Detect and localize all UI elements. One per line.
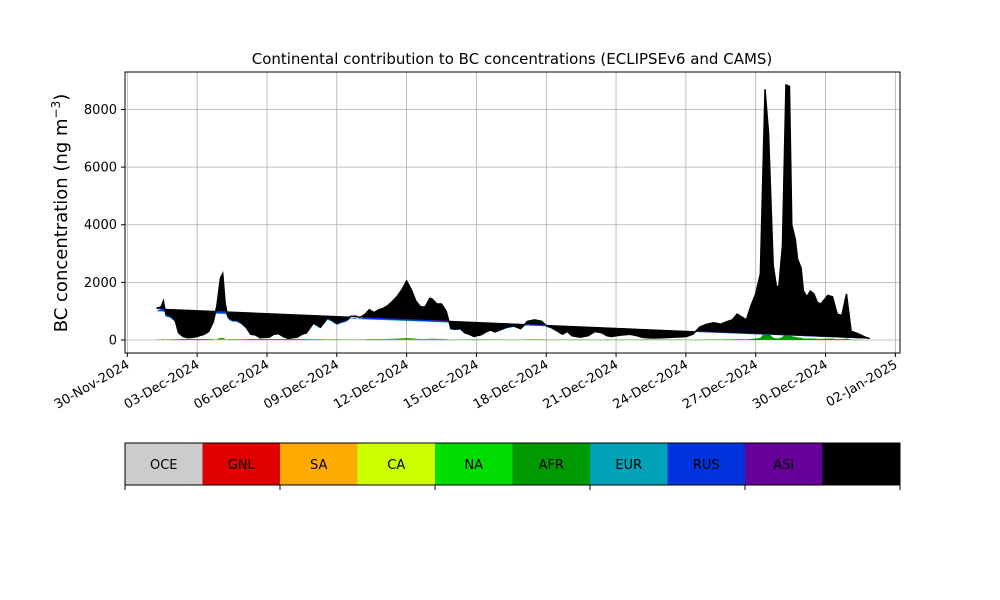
y-tick-label: 8000 [84, 103, 117, 118]
legend-swatch-sa [280, 443, 358, 485]
x-tick-label: 27-Dec-2024 [680, 357, 760, 412]
legend-swatch-rus [667, 443, 745, 485]
legend-swatch-na [435, 443, 513, 485]
legend-colorbar: OCE GNL SA CA NA AFR EUR RUS ASI AUS [124, 442, 901, 490]
legend-label-asi: ASI [773, 458, 794, 473]
x-tick-label: 12-Dec-2024 [331, 357, 411, 412]
area-afr [156, 331, 870, 340]
chart-title: Continental contribution to BC concentra… [252, 50, 773, 68]
area-aus [156, 84, 870, 339]
x-tick-label: 30-Dec-2024 [750, 357, 830, 412]
y-tick-label: 4000 [84, 218, 117, 233]
x-tick-label: 03-Dec-2024 [122, 357, 202, 412]
x-tick-label: 21-Dec-2024 [541, 357, 621, 412]
y-axis-label-main: BC concentration (ng m [51, 118, 72, 332]
total-outline [156, 83, 870, 340]
legend-label-ca: CA [387, 458, 405, 473]
x-tick-label: 02-Jan-2025 [824, 357, 901, 410]
x-tick-label: 15-Dec-2024 [401, 357, 481, 412]
y-tick-label: 2000 [84, 276, 117, 291]
legend-label-eur: EUR [615, 458, 642, 473]
legend-swatch-ca [357, 443, 435, 485]
y-tick-label: 6000 [84, 161, 117, 176]
legend-frame [124, 442, 901, 486]
plot-frame [124, 71, 901, 354]
x-tick-label: 09-Dec-2024 [261, 357, 341, 412]
stacked-areas [156, 83, 870, 341]
legend-swatch-aus [822, 443, 900, 485]
y-tick-label: 0 [109, 334, 117, 349]
legend-swatch-afr [512, 443, 590, 485]
y-axis-label: BC concentration (ng m−3) [49, 94, 72, 333]
x-tick-label: 24-Dec-2024 [610, 357, 690, 412]
x-tick-label: 30-Nov-2024 [52, 357, 132, 412]
legend-label-sa: SA [310, 458, 327, 473]
y-axis-label-exponent: −3 [49, 101, 63, 119]
x-tick-label: 18-Dec-2024 [471, 357, 551, 412]
legend-swatch-oce [125, 443, 203, 485]
y-axis-label-close: ) [51, 94, 72, 101]
legend-swatch-gnl [202, 443, 280, 485]
legend-label-na: NA [464, 458, 483, 473]
legend-label-oce: OCE [150, 458, 178, 473]
legend-label-afr: AFR [539, 458, 564, 473]
legend-swatch-eur [590, 443, 668, 485]
legend-label-aus: AUS [848, 458, 875, 473]
x-tick-label: 06-Dec-2024 [192, 357, 272, 412]
legend-swatch-asi [745, 443, 823, 485]
legend-label-rus: RUS [693, 458, 720, 473]
legend-label-gnl: GNL [228, 458, 256, 473]
